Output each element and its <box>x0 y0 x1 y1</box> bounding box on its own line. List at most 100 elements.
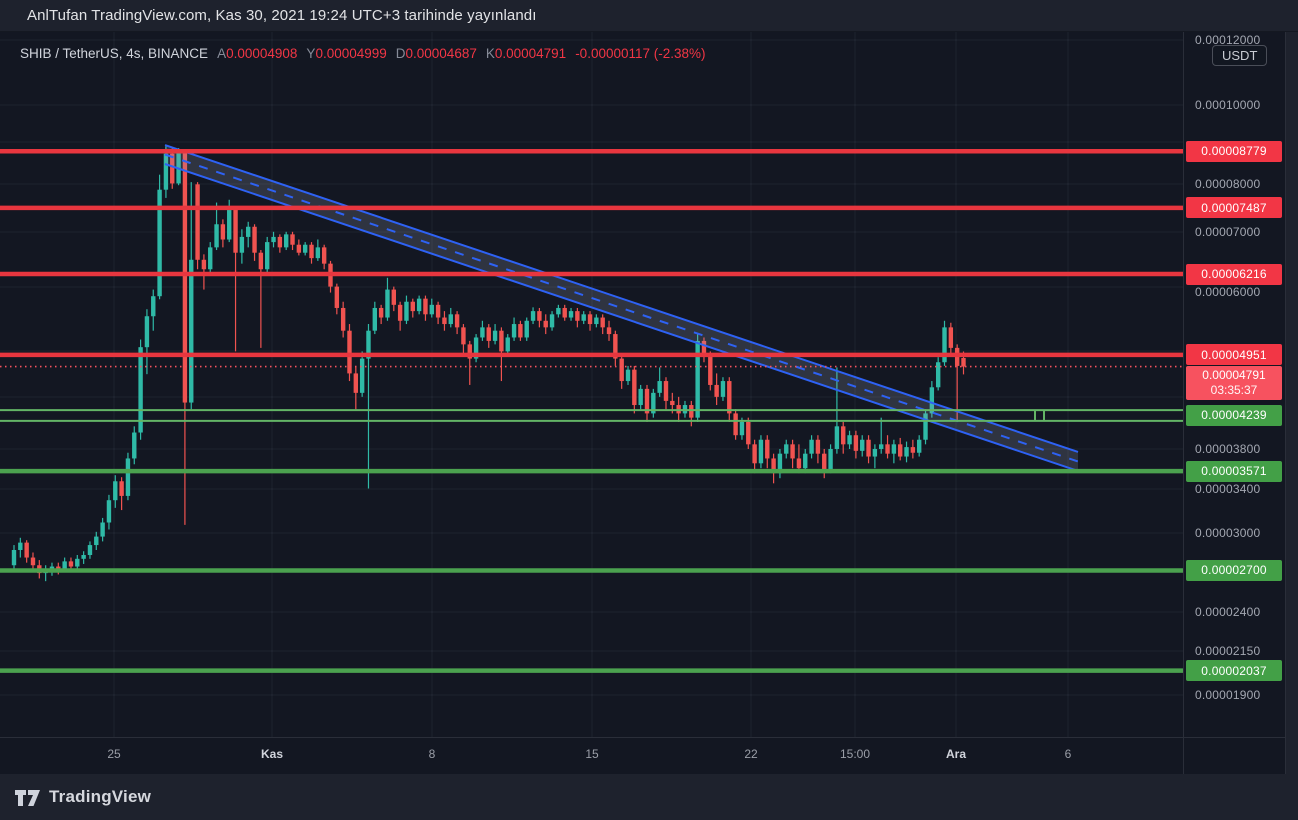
candle-up <box>480 327 485 338</box>
candle-down <box>182 151 188 403</box>
channel-fill <box>165 145 1078 471</box>
candle-up <box>879 444 884 449</box>
candle-down <box>733 413 738 436</box>
candle-down <box>461 327 466 345</box>
candle-down <box>391 289 396 305</box>
symbol-title[interactable]: SHIB / TetherUS, 4s, BINANCE <box>20 46 209 61</box>
candle-up <box>283 234 289 248</box>
candle-up <box>271 236 276 243</box>
candle-up <box>100 522 105 537</box>
candle-down <box>663 381 669 401</box>
price-tick-label: 0.00001900 <box>1195 688 1261 703</box>
candle-up <box>315 247 321 259</box>
price-tick-label: 0.00002400 <box>1195 605 1261 620</box>
candle-up <box>929 387 935 414</box>
candle-up <box>505 337 510 352</box>
price-tick-label: 0.00007000 <box>1195 224 1261 239</box>
candle-up <box>106 500 112 523</box>
candle-up <box>265 242 270 270</box>
tradingview-logo-icon <box>15 790 40 806</box>
candle-down <box>853 435 859 451</box>
candle-up <box>239 236 245 253</box>
candle-down <box>632 369 637 406</box>
candle-up <box>695 340 700 418</box>
time-axis[interactable]: 25 Kas 8 15 22 15:00 Ara 6 <box>0 737 1285 775</box>
ohlc-pair: K0.00004791 <box>485 46 567 61</box>
candle-down <box>746 421 751 445</box>
candlestick-plot[interactable] <box>0 32 1183 737</box>
candle-down <box>796 458 802 469</box>
candle-down <box>619 358 624 382</box>
candle-up <box>18 542 23 551</box>
resistance-price-label: 0.00004951 <box>1186 344 1282 366</box>
candle-up <box>777 453 783 474</box>
candle-up <box>302 244 308 253</box>
candle-down <box>708 354 713 385</box>
price-tick-label: 0.00012000 <box>1195 33 1261 48</box>
candle-up <box>651 392 656 414</box>
candle-up <box>549 314 555 328</box>
tradingview-logo[interactable]: TradingView <box>14 786 151 808</box>
candle-down <box>378 307 384 318</box>
candle-down <box>486 327 491 341</box>
candle-down <box>442 317 447 325</box>
candle-down <box>220 224 226 240</box>
candle-down <box>727 381 732 414</box>
candle-up <box>657 381 662 393</box>
candle-down <box>562 307 567 318</box>
candle-up <box>144 316 150 348</box>
candle-up <box>511 324 517 338</box>
candle-up <box>125 458 131 496</box>
candle-down <box>170 153 175 184</box>
axis-corner-divider <box>1183 738 1184 775</box>
channel-top-line <box>164 144 1079 453</box>
time-tick: 22 <box>744 747 758 761</box>
ohlc-values: A0.00004908 Y0.00004999 D0.00004687 K0.0000… <box>208 46 566 61</box>
candle-up <box>739 421 745 436</box>
candle-up <box>638 388 643 406</box>
candle-up <box>366 330 371 359</box>
candle-down <box>898 444 903 457</box>
time-tick-month: Ara <box>945 747 967 761</box>
candle-up <box>530 311 536 321</box>
candle-up <box>923 413 928 440</box>
candle-down <box>201 259 207 270</box>
current-price-value: 0.00004791 <box>1202 367 1266 382</box>
candle-up <box>214 224 219 248</box>
candle-down <box>423 298 428 315</box>
candle-up <box>359 358 365 393</box>
currency-badge[interactable]: USDT <box>1212 45 1268 66</box>
candle-down <box>765 439 770 459</box>
candle-up <box>189 259 194 403</box>
candle-up <box>87 545 93 556</box>
candle-up <box>151 296 156 317</box>
publication-bar: AnlTufan TradingView.com, Kas 30, 2021 1… <box>0 0 1298 32</box>
candle-down <box>606 327 612 335</box>
candle-down <box>397 304 403 321</box>
support-price-label: 0.00002700 <box>1186 559 1282 581</box>
candle-down <box>518 324 523 338</box>
candle-up <box>784 444 789 454</box>
change-value: -0.00000117 (-2.38%) <box>575 46 706 61</box>
candle-up <box>132 432 137 459</box>
support-price-label: 0.00003571 <box>1186 460 1282 482</box>
candle-up <box>62 561 67 571</box>
chart-main-area: SHIB / TetherUS, 4s, BINANCE A0.00004908 Y… <box>0 32 1298 775</box>
candle-down <box>258 252 264 270</box>
candle-down <box>454 314 460 328</box>
candle-up <box>942 327 947 363</box>
candle-up <box>935 362 941 388</box>
candle-up <box>834 426 840 449</box>
candle-up <box>473 337 479 359</box>
price-tick-label: 0.00003400 <box>1195 481 1261 496</box>
tradingview-wordmark: TradingView <box>49 787 152 806</box>
price-axis[interactable]: USDT 0.00012000 0.00010000 0.00008000 0.000… <box>1183 32 1285 737</box>
candle-down <box>543 320 548 328</box>
candle-up <box>872 448 878 457</box>
candle-down <box>790 444 795 459</box>
candle-up <box>416 298 422 312</box>
candle-down <box>119 481 124 496</box>
candle-down <box>24 542 29 558</box>
candle-up <box>448 314 453 325</box>
